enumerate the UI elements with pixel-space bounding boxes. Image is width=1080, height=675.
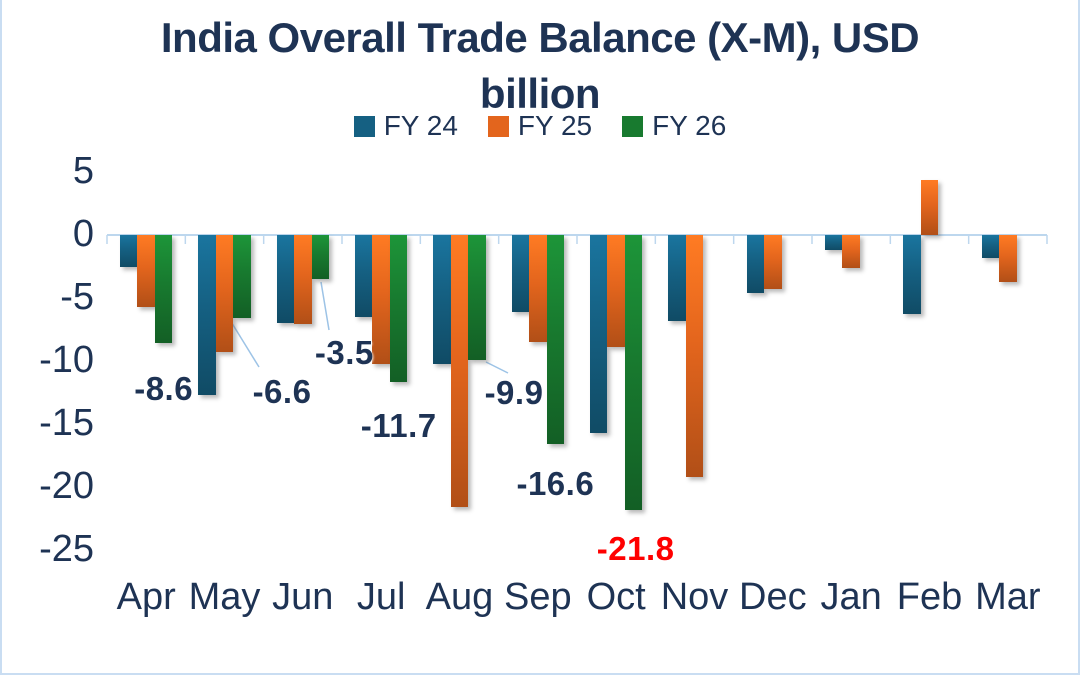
bar-fy-26-apr [154, 235, 173, 344]
bar-fy-26-oct [624, 235, 643, 510]
x-axis-label-feb: Feb [896, 576, 963, 618]
legend-item-fy-26: FY 26 [622, 110, 726, 142]
data-label-apr-fy-26: -8.6 [134, 370, 194, 408]
legend-swatch-fy-24 [353, 115, 375, 137]
bar-fy-25-may [215, 235, 234, 353]
data-label-jul-fy-26: -11.7 [360, 407, 437, 445]
bar-fy-25-dec [764, 235, 782, 290]
data-label-jun-fy-26: -3.5 [314, 334, 374, 372]
bar-fy-24-dec [746, 235, 765, 293]
bar-fy-25-nov [685, 235, 704, 477]
chart-title-line-2: billion [479, 70, 601, 118]
bar-fy-25-sep [529, 235, 547, 343]
bar-fy-26-sep [546, 235, 565, 445]
y-axis-label-0: 0 [72, 213, 94, 255]
chart-legend: FY 24 FY 25 FY 26 [2, 110, 1078, 142]
x-axis-label-jul: Jul [356, 576, 406, 618]
legend-label: FY 26 [652, 110, 727, 141]
bar-fy-24-jan [824, 235, 843, 251]
y-axis-label--10: -10 [39, 339, 94, 381]
legend-item-fy-25: FY 25 [487, 110, 593, 142]
bar-fy-25-jul [372, 235, 390, 364]
data-label-oct-fy-26: -21.8 [596, 529, 675, 567]
bar-fy-24-oct [589, 235, 608, 433]
bar-fy-25-aug [450, 235, 469, 508]
x-axis-label-mar: Mar [975, 576, 1041, 618]
legend-item-fy-24: FY 24 [353, 110, 458, 142]
bar-fy-25-oct [607, 235, 625, 348]
y-axis-label--20: -20 [39, 465, 94, 507]
bar-fy-24-feb [903, 235, 921, 315]
y-axis-label--15: -15 [39, 402, 94, 444]
bar-fy-24-jul [354, 235, 373, 317]
bar-fy-26-aug [468, 235, 486, 360]
y-axis-label--25: -25 [39, 528, 94, 570]
bar-fy-24-nov [668, 235, 686, 321]
legend-swatch-fy-25 [487, 115, 509, 137]
y-axis-label-5: 5 [72, 150, 94, 192]
data-label-may-fy-26: -6.6 [252, 373, 312, 411]
x-axis-label-sep: Sep [504, 576, 572, 618]
bar-fy-24-apr [119, 235, 138, 267]
bar-fy-24-may [198, 235, 216, 396]
x-axis-label-jan: Jan [820, 576, 882, 618]
data-label-aug-fy-26: -9.9 [484, 373, 544, 411]
bar-fy-25-feb [920, 179, 939, 235]
data-label-sep-fy-26: -16.6 [516, 465, 595, 503]
bar-fy-26-jun [311, 235, 330, 280]
y-axis-label--5: -5 [60, 276, 94, 318]
bar-fy-24-jun [276, 235, 295, 324]
x-axis-label-dec: Dec [739, 576, 807, 618]
legend-label: FY 24 [383, 110, 458, 141]
bar-fy-25-mar [999, 235, 1017, 282]
x-axis-label-apr: Apr [116, 576, 176, 618]
bar-fy-26-jul [389, 235, 408, 383]
chart-title: India Overall Trade Balance (X-M), USD b… [2, 10, 1078, 122]
bar-fy-24-mar [981, 235, 1000, 258]
x-axis-label-jun: Jun [272, 576, 334, 618]
bar-fy-24-sep [511, 235, 530, 312]
bar-fy-24-aug [433, 235, 451, 364]
x-axis-label-nov: Nov [660, 576, 729, 618]
x-axis-label-aug: Aug [425, 576, 494, 618]
x-axis-label-may: May [188, 576, 261, 618]
bar-fy-25-jan [842, 235, 860, 268]
legend-swatch-fy-26 [622, 115, 644, 137]
bar-fy-26-may [233, 235, 251, 319]
chart-title-line-1: India Overall Trade Balance (X-M), USD [160, 14, 920, 62]
legend-label: FY 25 [517, 110, 593, 141]
bar-fy-25-jun [294, 235, 312, 325]
bar-fy-25-apr [137, 235, 155, 307]
x-axis-label-oct: Oct [586, 576, 646, 618]
